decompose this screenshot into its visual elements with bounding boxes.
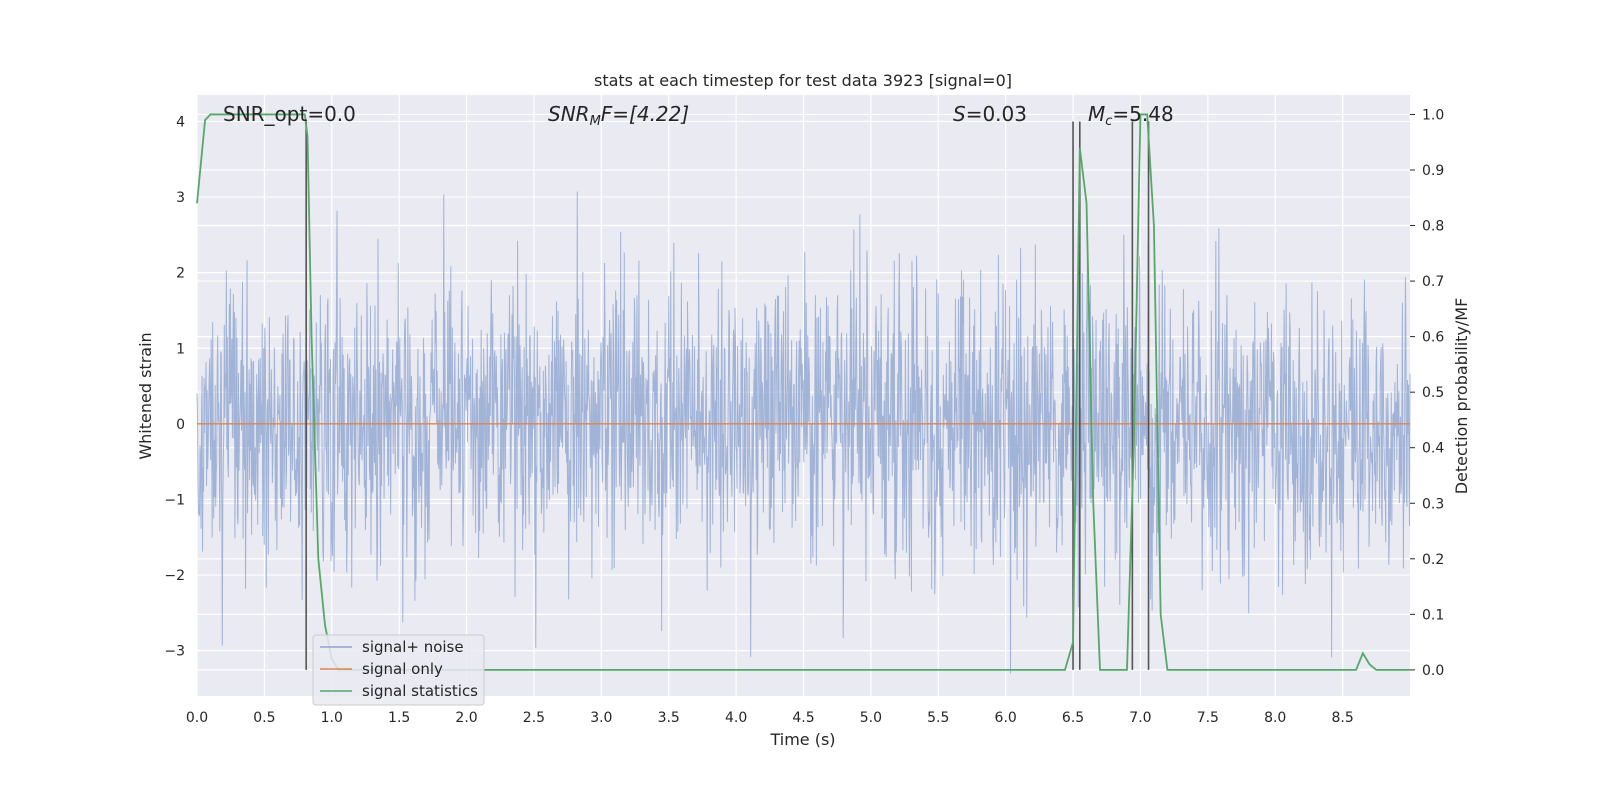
x-tick-label: 5.0 bbox=[860, 710, 882, 726]
vertical-markers bbox=[305, 121, 1150, 670]
x-tick-label: 5.5 bbox=[927, 710, 949, 726]
y-tick-label-left: −3 bbox=[164, 644, 185, 660]
x-tick-label: 8.0 bbox=[1264, 710, 1286, 726]
x-tick-label: 4.0 bbox=[725, 710, 747, 726]
y-tick-label-left: 2 bbox=[176, 266, 185, 282]
mc-value: =5.48 bbox=[1112, 102, 1173, 126]
x-axis-label: Time (s) bbox=[769, 730, 835, 749]
mc-subscript: c bbox=[1105, 114, 1112, 129]
x-tick-label: 3.5 bbox=[658, 710, 680, 726]
x-tick-label: 7.0 bbox=[1129, 710, 1151, 726]
mc-symbol: M bbox=[1088, 102, 1105, 126]
x-tick-label: 2.5 bbox=[523, 710, 545, 726]
legend-label-signal-only: signal only bbox=[362, 660, 443, 678]
x-tick-label: 2.0 bbox=[455, 710, 477, 726]
signal-statistics-series bbox=[196, 113, 1410, 671]
y-tick-label-left: 0 bbox=[176, 417, 185, 433]
y-ticks-left: −3 −2 −1 0 1 2 3 4 bbox=[164, 114, 185, 659]
legend-box bbox=[312, 634, 485, 706]
y-tick-label-right: 0.6 bbox=[1422, 330, 1444, 346]
y-tick-label-right: 0.0 bbox=[1422, 663, 1444, 679]
snr-opt-annotation: SNR_opt=0.0 bbox=[223, 102, 356, 126]
y-tick-label-left: −1 bbox=[164, 492, 185, 508]
snr-mf-annotation: SNRMF=[4.22] bbox=[548, 102, 689, 129]
x-tick-label: 3.0 bbox=[590, 710, 612, 726]
y-tick-label-left: 4 bbox=[176, 114, 185, 130]
y-tick-label-right: 0.4 bbox=[1422, 441, 1444, 457]
legend-label-statistics: signal statistics bbox=[362, 682, 478, 700]
y-tick-label-right: 0.2 bbox=[1422, 552, 1444, 568]
s-value: =0.03 bbox=[966, 102, 1027, 126]
y-tick-label-right: 0.3 bbox=[1422, 496, 1444, 512]
s-symbol: S bbox=[953, 102, 966, 126]
x-tick-label: 7.5 bbox=[1197, 710, 1219, 726]
y-axis-label-left: Whitened strain bbox=[136, 332, 155, 459]
y-tick-label-right: 0.5 bbox=[1422, 385, 1444, 401]
y-tick-label-left: 3 bbox=[176, 190, 185, 206]
noise-series bbox=[196, 191, 1411, 674]
x-tick-label: 1.5 bbox=[388, 710, 410, 726]
y-tick-label-right: 1.0 bbox=[1422, 107, 1444, 123]
snr-mf-value: F=[4.22] bbox=[601, 102, 689, 126]
x-tick-label: 0.0 bbox=[186, 710, 208, 726]
legend-label-noise: signal+ noise bbox=[362, 638, 464, 656]
y-axis-label-right: Detection probability/MF bbox=[1452, 298, 1471, 495]
y-tick-label-right: 0.9 bbox=[1422, 163, 1444, 179]
legend: signal+ noise signal only signal statist… bbox=[312, 634, 485, 706]
y-tick-label-left: −2 bbox=[164, 568, 185, 584]
snr-mf-symbol: SNR bbox=[548, 102, 590, 126]
x-tick-label: 0.5 bbox=[253, 710, 275, 726]
snr-mf-subscript: M bbox=[590, 114, 601, 129]
s-annotation: S=0.03 bbox=[953, 102, 1027, 126]
y-tick-label-right: 0.7 bbox=[1422, 274, 1444, 290]
x-tick-label: 8.5 bbox=[1331, 710, 1353, 726]
x-tick-label: 6.5 bbox=[1062, 710, 1084, 726]
y-ticks-right: 0.0 0.1 0.2 0.3 0.4 0.5 0.6 0.7 0.8 0.9 1.0 bbox=[1410, 107, 1444, 679]
x-tick-label: 1.0 bbox=[321, 710, 343, 726]
chart-title: stats at each timestep for test data 392… bbox=[594, 71, 1012, 90]
y-tick-label-left: 1 bbox=[176, 341, 185, 357]
signal-statistics-line bbox=[196, 113, 1410, 671]
x-ticks: 0.0 0.5 1.0 1.5 2.0 2.5 3.0 3.5 4.0 4.5 5.0 5.5 6.0 6… bbox=[186, 710, 1354, 726]
noise-line bbox=[196, 191, 1411, 674]
x-tick-label: 6.0 bbox=[995, 710, 1017, 726]
mc-annotation: Mc=5.48 bbox=[1088, 102, 1174, 129]
y-tick-label-right: 0.1 bbox=[1422, 607, 1444, 623]
x-tick-label: 4.5 bbox=[792, 710, 814, 726]
y-tick-label-right: 0.8 bbox=[1422, 219, 1444, 235]
